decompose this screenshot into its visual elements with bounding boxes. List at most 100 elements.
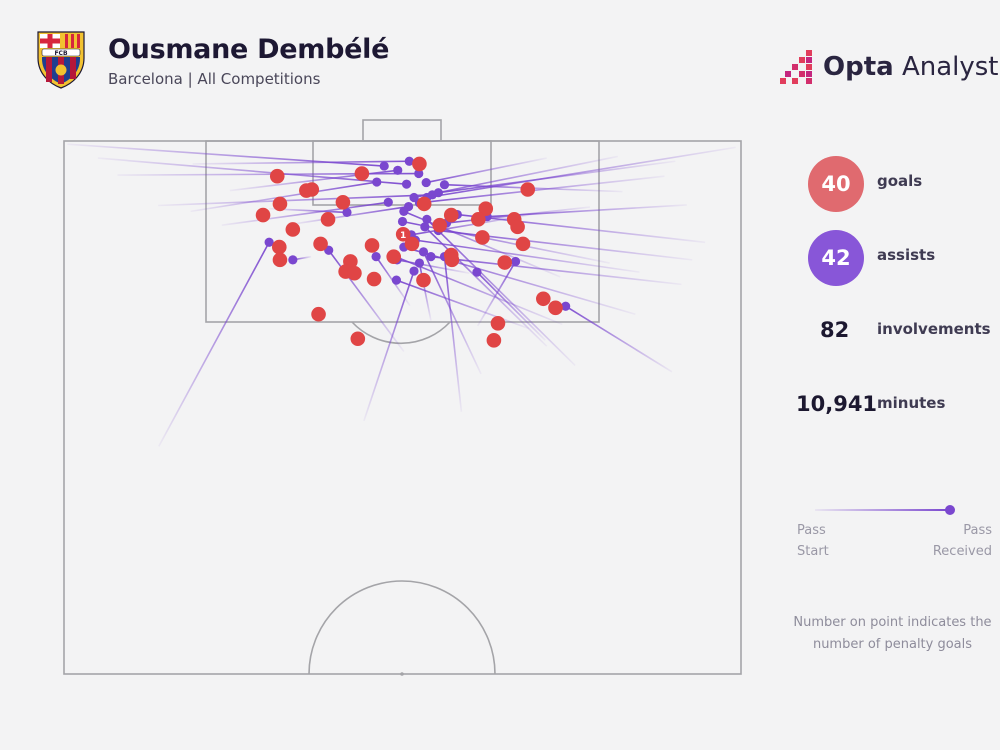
minutes-value: 10,941 [796,392,878,416]
goal-point [350,331,366,347]
goals-label: goals [877,172,923,190]
assist-pass-line [418,262,432,321]
legend-pass-line [815,509,950,511]
involvements-value: 82 [820,318,850,342]
centre-circle [308,580,496,675]
goal-point [416,272,431,288]
assist-pass-end [420,222,430,232]
goal-point [548,300,563,316]
goal-point [432,217,448,233]
assist-pass-end [264,237,274,247]
penalty-note: Number on point indicates the number of … [793,615,992,652]
assist-pass-end [399,206,409,216]
brand-logo: Opta Analyst [780,48,999,90]
assist-pass-end [421,177,431,188]
assist-pass-end [409,266,419,276]
pass-legend [815,505,955,515]
assist-pass-line [430,255,682,286]
assist-pass-end [379,161,389,171]
goal-point [536,291,551,307]
goal-point [490,315,506,331]
legend-pass-end-dot [945,505,955,515]
barcelona-crest: FCB [37,31,85,89]
assist-pass-line [476,261,517,327]
page-title: Ousmane Dembélé [108,34,390,65]
assist-pass-line [375,256,411,307]
assist-pass-line [190,181,377,213]
assists-stat: 42 assists [800,230,995,286]
assist-pass-line [292,205,409,225]
goal-point [443,207,459,223]
goal-point [497,255,513,270]
penalty-arc [351,321,451,345]
assist-pass-end [414,258,425,268]
goal-point [335,194,351,210]
assist-pass-line [413,155,618,199]
goal-point [354,166,370,181]
assists-badge: 42 [808,230,864,286]
assist-pass-line [396,259,470,274]
assist-pass-line [426,157,547,184]
assist-pass-line [443,256,463,412]
centre-spot [400,672,404,676]
goal-point [347,265,362,281]
assist-pass-end [409,192,419,203]
assist-pass-line [426,146,736,199]
opta-logo-icon [780,50,812,84]
legend-start-label: Pass Start [797,523,829,559]
goal-point [366,271,382,287]
involvements-stat: 82 involvements [800,304,995,360]
assist-pass-line [363,270,415,422]
pitch-markings [63,119,742,676]
goals-badge: 40 [808,156,864,212]
minutes-label: minutes [877,394,946,412]
goal-point [478,201,494,216]
goal-point [515,236,531,252]
assist-pass-end [472,267,482,277]
assist-pass-line [221,201,389,227]
goal-point [311,306,326,322]
brand-name-regular: Analyst [893,52,999,82]
goal-point [475,230,490,245]
assist-pass-end [393,165,403,175]
assist-pass-end [401,179,412,189]
goal-point [471,212,486,227]
goal-point [486,333,502,348]
assist-pass-line [426,218,576,366]
assist-pass-end [439,180,450,190]
goals-stat: 40 goals [800,156,995,212]
assist-pass-line [396,279,530,330]
assist-pass-line [419,175,665,204]
goal-point [272,252,288,268]
assist-pass-end [414,168,424,179]
goal-point [313,236,328,252]
goal-point [386,249,401,264]
goal-point [272,196,288,212]
assist-pass-line [403,246,636,315]
assist-pass-end [371,252,381,262]
assist-passes [67,143,736,447]
goal-point [255,207,271,223]
goal-shots: 1 [255,156,563,348]
assist-pass-line [565,305,673,373]
assist-pass-line [476,271,546,341]
goal-point [271,239,287,255]
legend-end-label: Pass Received [932,523,992,559]
goal-point [510,219,525,235]
assist-pass-end [383,197,393,207]
goal-point [520,182,536,197]
page-subtitle: Barcelona | All Competitions [108,70,321,88]
minutes-stat: 10,941 minutes [796,378,995,434]
involvements-label: involvements [877,320,991,338]
goal-point [304,182,320,197]
assist-pass-line [97,157,407,185]
assist-pass-line [192,160,410,165]
assist-pass-end [288,255,298,265]
goal-point [412,156,427,172]
assist-pass-line [328,249,405,353]
goal-point [444,252,460,268]
assist-pass-line [158,194,433,207]
goal-point [404,236,420,252]
goal-point [320,212,336,227]
brand-name-bold: Opta [823,52,894,82]
